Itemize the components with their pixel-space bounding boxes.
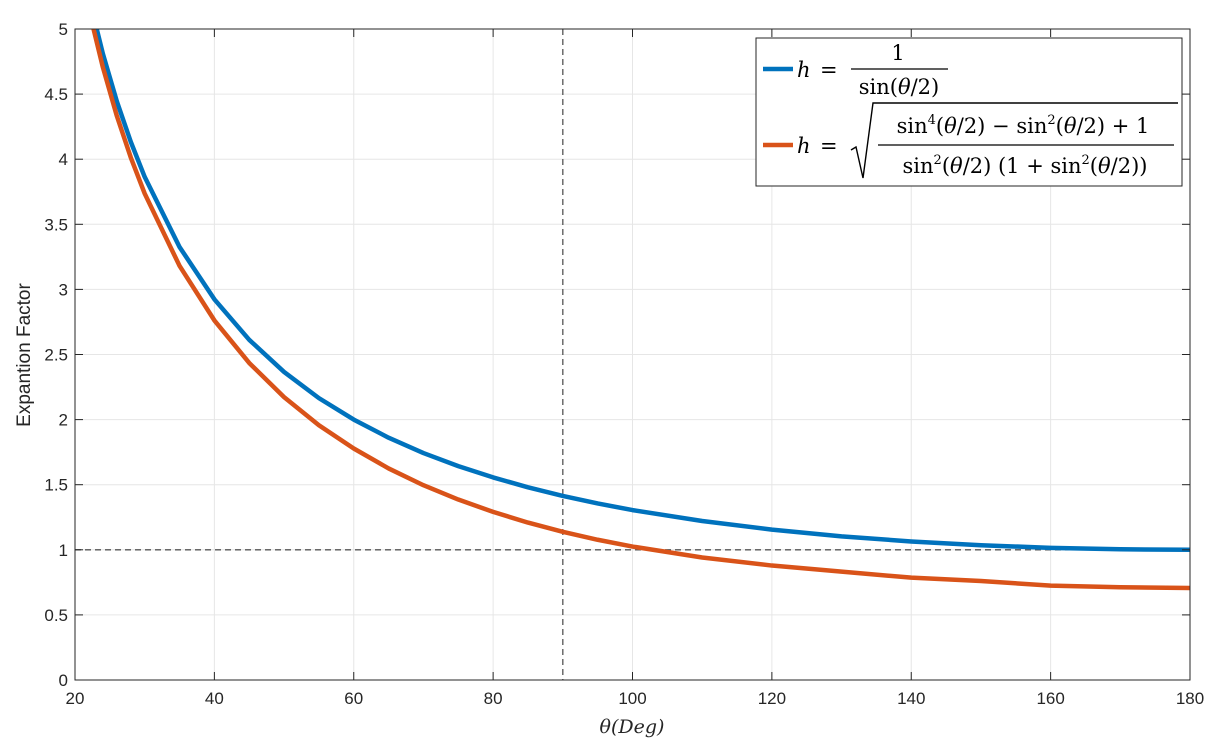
- x-tick-label: 40: [205, 689, 224, 708]
- x-tick-label: 60: [344, 689, 363, 708]
- y-tick-label: 1.5: [44, 476, 68, 495]
- legend-orange-num: sin4(θ/2) − sin2(θ/2) + 1: [897, 113, 1150, 138]
- y-tick-label: 4: [59, 150, 68, 169]
- legend: h = 1 sin(θ/2) h = sin4(θ/2) − sin2(θ/2)…: [755, 37, 1183, 187]
- series-line-orange: [91, 29, 1190, 591]
- y-tick-label: 2: [59, 411, 68, 430]
- legend-blue-eq: =: [820, 58, 838, 82]
- y-tick-label: 3: [59, 280, 68, 299]
- legend-blue-den: sin(θ/2): [859, 75, 940, 99]
- legend-orange-h: h: [797, 134, 811, 158]
- reference-lines: [75, 29, 1190, 680]
- legend-blue-num: 1: [891, 41, 904, 65]
- y-tick-label: 1: [59, 541, 68, 560]
- x-tick-label: 80: [484, 689, 503, 708]
- y-tick-label: 2.5: [44, 346, 68, 365]
- series-line-blue: [94, 29, 1190, 553]
- legend-formula-orange: h = sin4(θ/2) − sin2(θ/2) + 1 sin2(θ/2) …: [797, 102, 1178, 179]
- legend-orange-den: sin2(θ/2) (1 + sin2(θ/2)): [903, 153, 1148, 178]
- y-tick-label: 4.5: [44, 85, 68, 104]
- legend-orange-eq: =: [820, 134, 838, 158]
- y-tick-label: 5: [59, 20, 68, 39]
- x-axis-label: θ(Deg): [600, 716, 665, 738]
- series-group: [91, 29, 1190, 591]
- x-tick-label: 160: [1036, 689, 1064, 708]
- y-tick-label: 3.5: [44, 215, 68, 234]
- x-ticks: 20 40 60 80 100 120 140 160 180: [66, 29, 1204, 708]
- y-axis-label: Expantion Factor: [14, 283, 35, 427]
- x-tick-label: 120: [758, 689, 786, 708]
- x-tick-label: 100: [618, 689, 646, 708]
- y-tick-label: 0.5: [44, 606, 68, 625]
- legend-formula-blue: h = 1 sin(θ/2): [797, 41, 948, 99]
- y-tick-label: 0: [59, 671, 68, 690]
- y-ticks: 0 0.5 1 1.5 2 2.5 3 3.5 4 4.5 5: [44, 20, 1190, 690]
- legend-box: [755, 37, 1183, 187]
- legend-blue-h: h: [797, 58, 811, 82]
- legend-orange-radical: [850, 102, 1178, 179]
- x-tick-label: 180: [1176, 689, 1204, 708]
- x-tick-label: 20: [66, 689, 85, 708]
- x-tick-label: 140: [897, 689, 925, 708]
